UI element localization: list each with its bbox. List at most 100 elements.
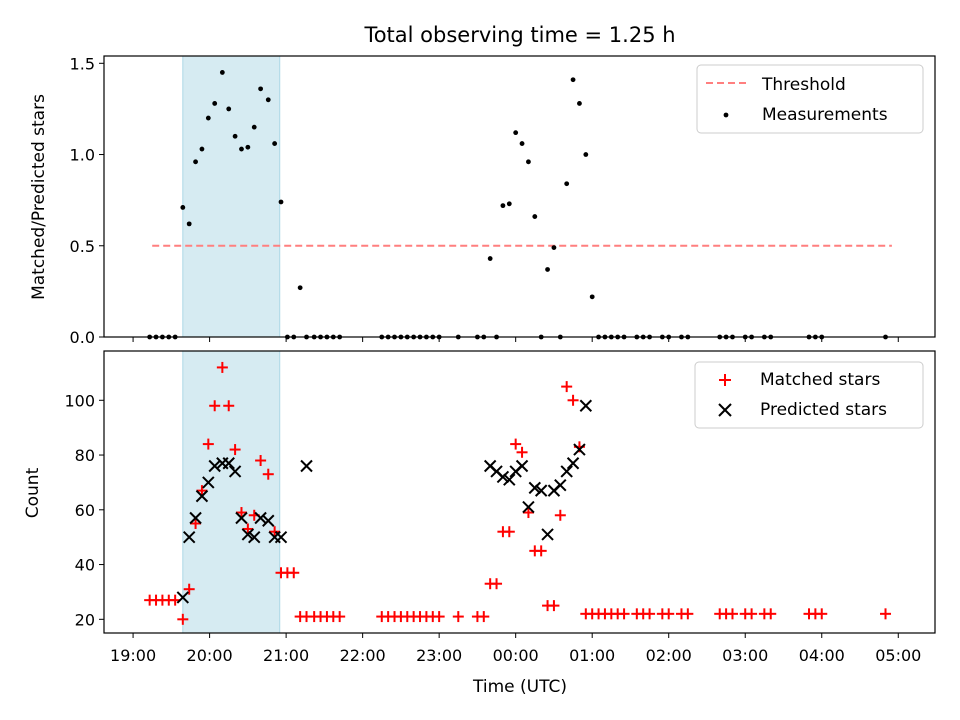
predicted-star-point	[515, 459, 529, 473]
predicted-star-point	[496, 470, 510, 484]
predicted-star-point	[503, 473, 516, 486]
x-tick-label: 21:00	[263, 646, 309, 665]
matched-star-point	[561, 381, 573, 393]
matched-star-point	[510, 438, 522, 450]
matched-star-point	[516, 446, 528, 458]
y-tick-label: 60	[75, 501, 95, 520]
predicted-star-point	[254, 511, 267, 525]
x-tick-label: 20:00	[187, 646, 233, 665]
measurement-point	[570, 77, 576, 83]
y-tick-label: 40	[75, 556, 95, 575]
matched-star-point	[452, 611, 464, 623]
measurement-point	[500, 203, 506, 209]
matched-star-point	[229, 444, 241, 456]
predicted-star-point	[541, 528, 554, 541]
predicted-star-point	[189, 511, 202, 525]
measurement-point	[545, 267, 550, 272]
bottom-legend: Matched stars Predicted stars	[694, 361, 924, 429]
x-tick-label: 05:00	[875, 646, 921, 665]
legend-predicted-label: Predicted stars	[760, 400, 887, 420]
matched-star-point	[209, 400, 221, 412]
matched-star-point	[478, 611, 490, 623]
predicted-star-point	[579, 399, 593, 412]
predicted-star-point	[274, 530, 288, 544]
measurement-point	[506, 201, 512, 207]
matched-star-point	[816, 608, 828, 620]
measurement-point	[180, 205, 186, 210]
bottom-panel-frame	[103, 350, 936, 634]
matched-star-point	[288, 567, 300, 579]
y-tick-label: 1.5	[70, 54, 95, 73]
measurement-point	[251, 124, 257, 130]
y-tick-label: 1.0	[70, 146, 95, 165]
measurement-point	[232, 133, 238, 139]
measurement-point	[239, 146, 244, 152]
measurement-point	[551, 245, 557, 250]
predicted-star-point	[208, 459, 221, 473]
matched-star-point	[196, 485, 208, 497]
top-legend: Threshold Measurements	[696, 64, 924, 134]
matched-star-point	[663, 608, 675, 620]
predicted-star-point	[262, 514, 275, 527]
matched-star-point	[535, 545, 547, 557]
measurement-point	[487, 256, 493, 261]
measurement-point	[583, 152, 589, 157]
measurement-point	[589, 294, 595, 300]
measurement-point	[245, 144, 251, 150]
measurement-point	[577, 101, 582, 106]
y-tick-label: 20	[75, 610, 95, 629]
x-tick-label: 23:00	[416, 646, 462, 665]
matched-star-point	[235, 507, 247, 519]
predicted-star-point	[528, 481, 542, 495]
x-tick-label: 03:00	[722, 646, 768, 665]
matched-star-point	[262, 468, 274, 480]
matched-star-point	[554, 509, 566, 521]
x-tick-label: 22:00	[340, 646, 386, 665]
matched-star-point	[255, 455, 267, 467]
y-tick-label: 0.0	[70, 328, 95, 347]
matched-star-point	[242, 523, 254, 535]
matched-star-point	[223, 400, 235, 412]
legend-measurements-label: Measurements	[762, 105, 888, 125]
x-axis-label: Time (UTC)	[472, 677, 567, 697]
predicted-star-point	[241, 528, 255, 541]
predicted-star-point	[566, 457, 580, 470]
measurement-point	[199, 146, 205, 152]
measurement-point	[219, 70, 225, 75]
matched-star-point	[548, 600, 560, 612]
predicted-star-point	[235, 511, 248, 525]
measurement-point	[526, 159, 531, 165]
matched-star-point	[177, 613, 189, 625]
measurement-point	[513, 130, 519, 136]
y-tick-label: 80	[75, 446, 95, 465]
matched-star-point	[190, 517, 202, 529]
matched-star-point	[644, 608, 656, 620]
x-tick-label: 19:00	[110, 646, 156, 665]
measurement-point	[265, 97, 271, 103]
predicted-star-point	[560, 465, 573, 478]
measurement-point	[258, 86, 264, 92]
matched-star-point	[433, 611, 445, 623]
measurement-point	[212, 101, 218, 106]
chart-title: Total observing time = 1.25 h	[363, 23, 675, 47]
predicted-star-point	[300, 459, 313, 473]
legend-matched-swatch	[719, 374, 731, 386]
bottom-panel-ylabel: Count	[23, 467, 43, 518]
matched-star-point	[491, 578, 503, 590]
matched-star-point	[618, 608, 630, 620]
matched-star-point	[503, 526, 515, 538]
measurement-point	[297, 285, 303, 291]
matched-star-point	[682, 608, 694, 620]
matched-star-point	[202, 438, 214, 450]
top-panel: 0.0 0.5 1.0 1.5 Matched/Predicted stars Thr…	[29, 54, 936, 347]
matched-star-point	[522, 507, 534, 519]
y-tick-label: 0.5	[70, 237, 95, 256]
bottom-panel: 20 40 60 80 100 19:00 20:00 21:00 22:00 23:00 00:…	[23, 350, 936, 665]
y-tick-label: 100	[64, 391, 95, 410]
top-panel-frame	[103, 55, 936, 338]
predicted-star-point	[222, 457, 235, 470]
predicted-star-point	[182, 530, 196, 544]
matched-star-point	[269, 526, 281, 538]
measurement-point	[278, 199, 284, 205]
